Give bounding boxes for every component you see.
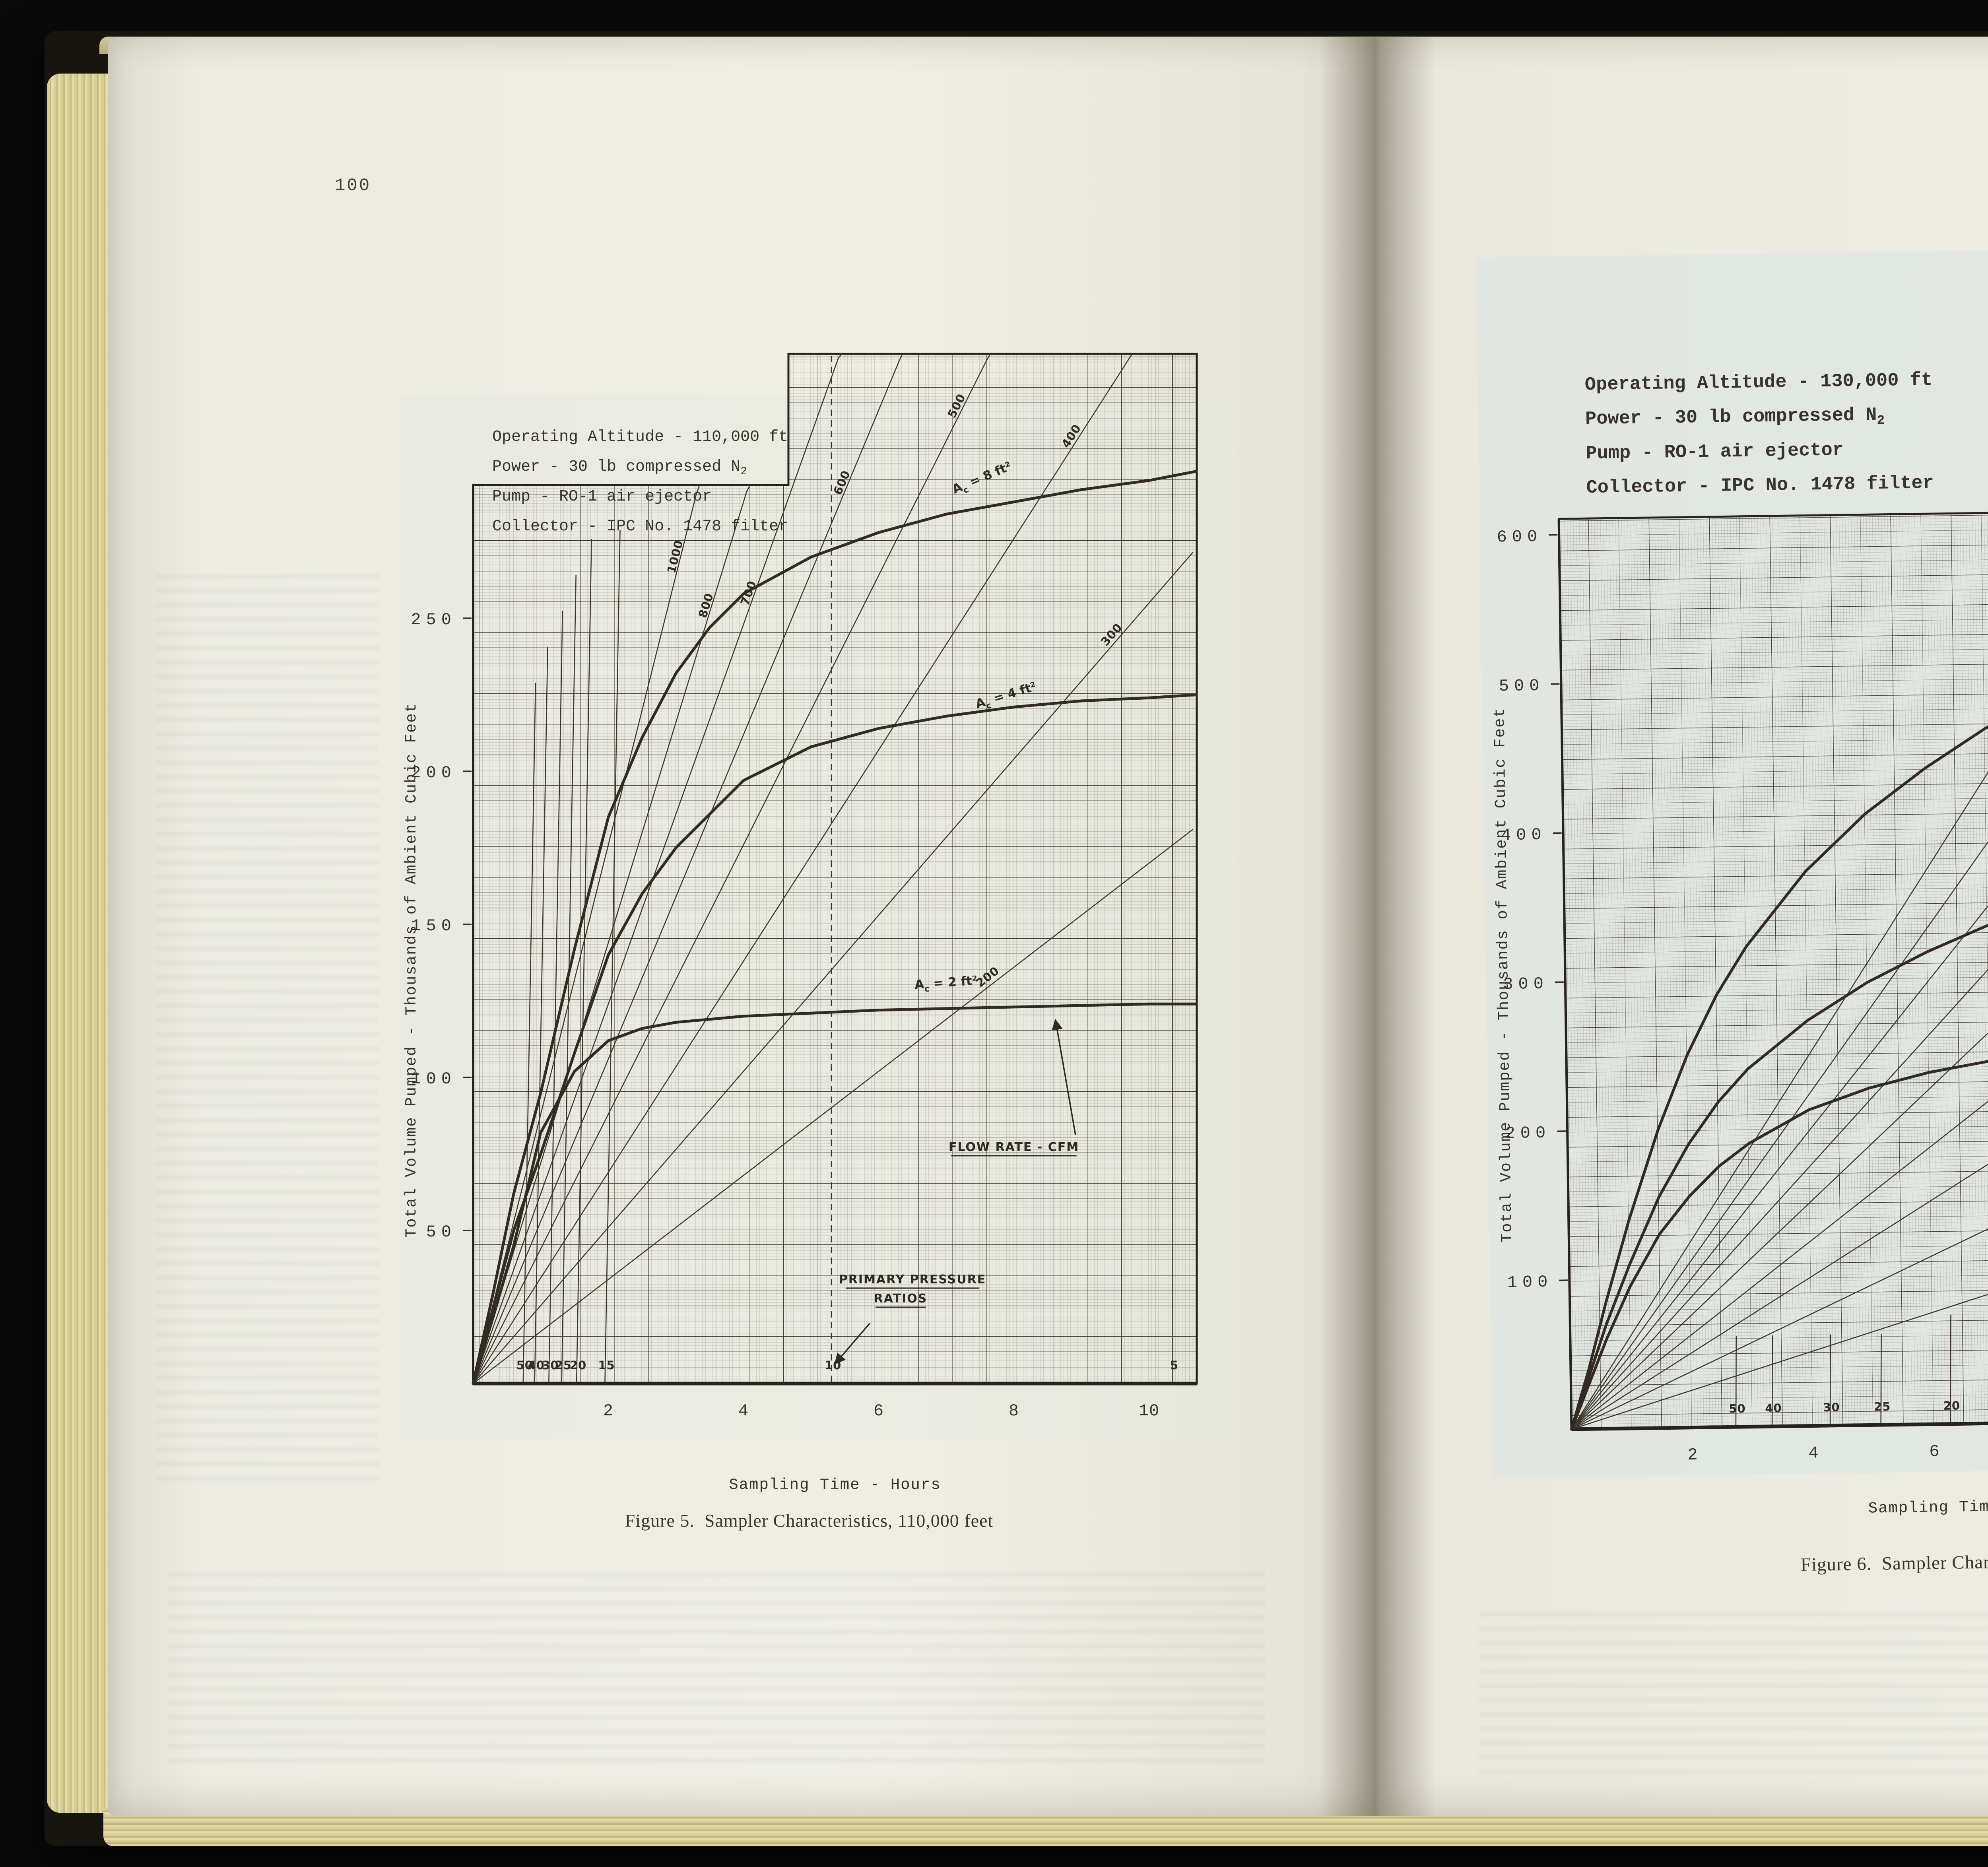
pressure-ratio-value: 20 bbox=[1943, 1399, 1960, 1413]
flow-rate-line bbox=[473, 552, 1194, 1384]
condition-line: Collector - IPC No. 1478 filter bbox=[492, 518, 788, 536]
pressure-ratio-value: 5 bbox=[1170, 1359, 1178, 1372]
figure6-caption: Figure 6. Sampler Characteristics, 130,0… bbox=[1800, 1549, 1988, 1575]
condition-line: Pump - RO-1 air ejector bbox=[492, 488, 712, 506]
y-tick-label: 200 bbox=[411, 763, 456, 782]
flow-rate-line bbox=[1571, 924, 1988, 1430]
y-tick-label: 200 bbox=[1505, 1124, 1551, 1143]
grid-region bbox=[1557, 264, 1988, 1431]
pressure-ratio-value: 40 bbox=[1765, 1401, 1782, 1415]
pressure-ratio-value: 40 bbox=[528, 1359, 545, 1372]
flow-rate-line bbox=[1571, 1170, 1988, 1430]
pressure-ratio-value: 50 bbox=[516, 1359, 533, 1372]
figure6-conditions: Operating Altitude - 130,000 ft Power - … bbox=[1584, 366, 1934, 508]
flow-rate-line bbox=[1571, 677, 1988, 1430]
pressure-ratio-callout: RATIOS bbox=[874, 1292, 928, 1306]
condition-line: Operating Altitude - 130,000 ft bbox=[1584, 369, 1933, 396]
ghost-text bbox=[168, 1572, 1265, 1763]
condition-line: Pump - RO-1 air ejector bbox=[1585, 439, 1844, 464]
x-tick-label: 6 bbox=[1929, 1442, 1940, 1461]
x-axis-title: Sampling Time - Hours bbox=[729, 1476, 941, 1494]
x-tick-label: 8 bbox=[1009, 1401, 1019, 1421]
pressure-ratio-value: 25 bbox=[555, 1359, 572, 1372]
pressure-ratio-line bbox=[522, 683, 536, 1382]
right-page-content: 10020030040050060024681012Sampling Time … bbox=[1365, 27, 1988, 1826]
flow-rate-line bbox=[1571, 805, 1988, 1430]
pressure-ratio-line bbox=[1950, 1314, 1951, 1423]
figure5-chart: 50 100 150 200 250 2 4 6 8 10 Sampling Time - Hour… bbox=[400, 353, 1235, 1494]
pressure-ratio-value: 30 bbox=[1823, 1400, 1840, 1414]
ghost-text bbox=[156, 574, 379, 1489]
y-tick-label: 300 bbox=[1503, 974, 1549, 994]
condition-line: Operating Altitude - 110,000 ft bbox=[492, 428, 788, 446]
pressure-ratio-line bbox=[534, 646, 548, 1382]
condition-line: Collector - IPC No. 1478 filter bbox=[1586, 473, 1934, 499]
y-axis-title: Total Volume Pumped - Thousands of Ambie… bbox=[403, 703, 420, 1238]
y-tick-label: 400 bbox=[1501, 825, 1547, 845]
y-tick-label: 100 bbox=[1507, 1273, 1553, 1293]
figure5-caption: Figure 5. Sampler Characteristics, 110,0… bbox=[625, 1510, 994, 1531]
y-tick-label: 50 bbox=[426, 1223, 456, 1242]
pressure-ratio-line bbox=[1735, 1336, 1737, 1426]
x-tick-label: 4 bbox=[1808, 1444, 1819, 1463]
x-tick-label: 4 bbox=[738, 1401, 749, 1421]
figure6-chart: 10020030040050060024681012Sampling Time … bbox=[1475, 244, 1988, 1518]
pressure-ratio-value: 50 bbox=[1729, 1402, 1746, 1416]
pressure-ratio-value: 20 bbox=[570, 1359, 586, 1372]
flow-rate-line bbox=[472, 353, 1133, 1384]
grid-region bbox=[472, 353, 1198, 1386]
y-tick-label: 100 bbox=[411, 1069, 456, 1089]
pressure-ratio-value: 15 bbox=[598, 1359, 615, 1372]
pressure-ratio-line bbox=[604, 530, 621, 1382]
flow-rate-line bbox=[1571, 265, 1988, 1430]
pressure-ratio-callout: PRIMARY PRESSURE bbox=[839, 1273, 986, 1287]
condition-line: Power - 30 lb compressed N2 bbox=[492, 458, 747, 478]
x-axis-title: Sampling Time - Hours bbox=[1868, 1497, 1988, 1517]
sampler-curve bbox=[472, 470, 1198, 1385]
x-axis-line bbox=[1571, 1416, 1988, 1431]
y-tick-label: 150 bbox=[411, 916, 456, 935]
y-axis-line bbox=[1557, 519, 1573, 1429]
pressure-ratio-value: 10 bbox=[825, 1359, 841, 1372]
x-tick-label: 2 bbox=[1687, 1445, 1698, 1464]
page-number-left: 100 bbox=[335, 176, 371, 196]
book-left-fore-edge bbox=[47, 74, 114, 1813]
flow-rate-line bbox=[472, 353, 842, 1384]
flow-rate-line bbox=[472, 485, 751, 1384]
flow-rate-line bbox=[473, 829, 1194, 1384]
pressure-ratio-line bbox=[1771, 1335, 1773, 1425]
y-tick-label: 600 bbox=[1497, 527, 1542, 547]
x-tick-label: 10 bbox=[1139, 1401, 1159, 1421]
x-tick-label: 2 bbox=[603, 1401, 613, 1421]
flow-rate-line bbox=[472, 485, 700, 1384]
sampler-curve bbox=[1570, 564, 1988, 1431]
collector-area-label: Ac = 2 ft² bbox=[914, 973, 978, 994]
y-tick-label: 250 bbox=[411, 610, 456, 629]
x-tick-label: 6 bbox=[874, 1401, 884, 1421]
pressure-ratio-arrow bbox=[834, 1322, 871, 1365]
sampler-curve bbox=[472, 1002, 1198, 1385]
flow-rate-line bbox=[1571, 1046, 1988, 1430]
flow-rate-arrow bbox=[1052, 1019, 1076, 1135]
y-tick-label: 500 bbox=[1499, 676, 1544, 696]
pressure-ratio-line bbox=[576, 539, 592, 1382]
pressure-ratio-value: 25 bbox=[1874, 1400, 1891, 1414]
flow-rate-line bbox=[1571, 321, 1988, 1430]
pressure-ratio-line bbox=[548, 611, 563, 1382]
condition-line: Power - 30 lb compressed N2 bbox=[1585, 405, 1885, 430]
sampler-curve bbox=[1570, 801, 1988, 1431]
flow-rate-callout: FLOW RATE - CFM bbox=[949, 1140, 1079, 1154]
figure5-conditions: Operating Altitude - 110,000 ft Power - … bbox=[492, 425, 788, 544]
flow-rate-line bbox=[472, 353, 903, 1384]
pressure-ratio-line bbox=[1880, 1334, 1882, 1424]
sampler-curve bbox=[1570, 1027, 1988, 1431]
flow-rate-line bbox=[1571, 558, 1988, 1430]
pressure-ratio-line bbox=[1829, 1334, 1831, 1424]
pressure-ratio-value: 30 bbox=[542, 1359, 559, 1372]
